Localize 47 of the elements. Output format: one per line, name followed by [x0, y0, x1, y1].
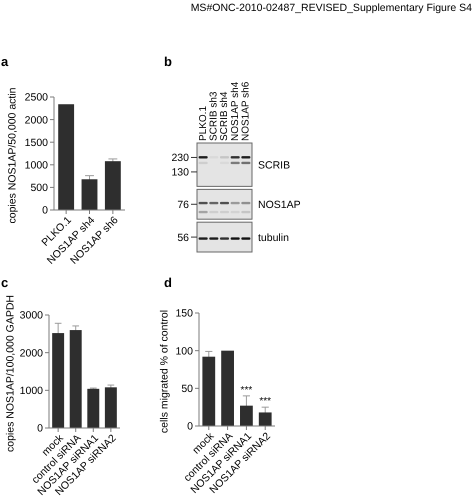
y-tick-label: 2000 — [20, 347, 44, 360]
bar — [82, 179, 98, 210]
y-tick-label: 500 — [30, 182, 48, 194]
bar — [104, 161, 121, 210]
y-tick-label: 0 — [37, 422, 44, 435]
category-label: SCRIB — [258, 159, 290, 172]
text: 130 — [171, 166, 190, 179]
category-label: NOS1AP sh6 — [240, 81, 252, 141]
y-tick-label: 0 — [42, 204, 48, 217]
chart-title: c — [1, 275, 8, 290]
y-tick-label: 50 — [181, 383, 194, 396]
y-tick-label: 1500 — [24, 136, 48, 149]
bar — [52, 333, 64, 428]
text: MS#ONC-2010-02487_REVISED_Supplementary Figure S4 — [190, 2, 472, 14]
y-tick-label: 100 — [175, 345, 194, 358]
category-label: NOS1AP sh4 — [230, 81, 241, 141]
annotation: *** — [240, 384, 252, 396]
y-axis-title: copies NOS1AP/50,000 actin — [6, 87, 19, 224]
annotation: *** — [259, 396, 272, 408]
category-label: SCRIB sh3 — [208, 91, 220, 141]
category-label: NOS1AP — [258, 198, 301, 211]
bar — [104, 387, 117, 428]
bar — [240, 406, 253, 426]
chart-title: d — [164, 275, 172, 290]
text: 230 — [171, 152, 190, 164]
category-label: tubulin — [258, 232, 289, 244]
bar — [221, 350, 234, 426]
y-tick-label: 1000 — [20, 385, 44, 398]
category-label: SCRIB sh4 — [219, 91, 230, 141]
y-tick-label: 150 — [175, 308, 194, 320]
category-label: PLKO.1 — [198, 106, 209, 141]
text: b — [164, 54, 172, 69]
y-tick-label: 2500 — [24, 92, 48, 104]
text: 76 — [177, 198, 190, 211]
text: 56 — [177, 232, 190, 244]
y-tick-label: 1000 — [24, 159, 48, 172]
bar — [258, 412, 272, 426]
y-tick-label: 2000 — [24, 114, 48, 126]
y-tick-label: 3000 — [20, 310, 44, 322]
y-tick-label: 0 — [187, 420, 194, 433]
bar — [87, 388, 100, 428]
bar — [58, 104, 74, 210]
y-axis-title: cells migrated % of control — [158, 310, 171, 434]
chart-title: a — [1, 54, 9, 69]
bar — [202, 356, 216, 426]
y-axis-title: copies NOS1AP/100,000 GAPDH — [4, 295, 17, 452]
bar — [70, 330, 82, 428]
